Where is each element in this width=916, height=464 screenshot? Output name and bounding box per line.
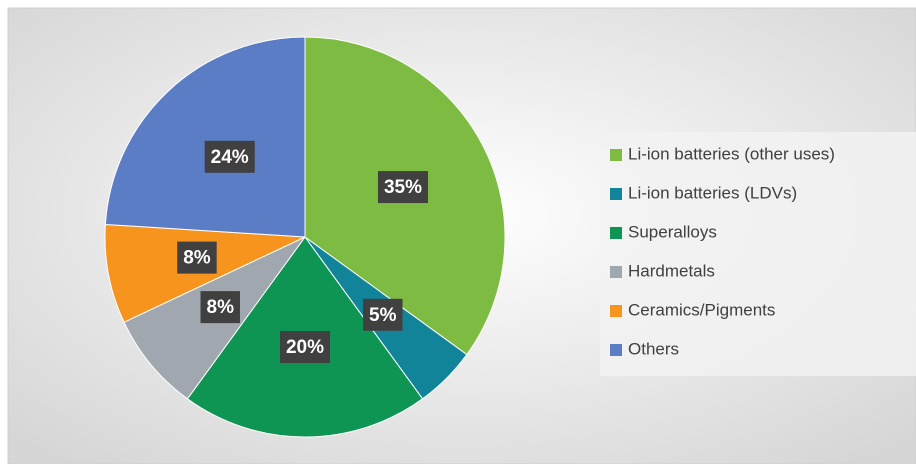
pie-slice	[104, 36, 306, 238]
data-label-text: 5%	[369, 305, 397, 326]
legend-label: Ceramics/Pigments	[628, 300, 775, 319]
data-label-box	[177, 241, 217, 274]
legend-label: Li-ion batteries (LDVs)	[628, 183, 797, 202]
legend-label: Others	[628, 339, 679, 358]
data-label: 5%	[363, 298, 403, 331]
legend-swatch	[610, 188, 622, 200]
data-label-text: 20%	[286, 337, 324, 358]
data-label-text: 8%	[207, 297, 235, 318]
legend-swatch	[610, 266, 622, 278]
legend-swatch	[610, 149, 622, 161]
legend-swatch	[610, 344, 622, 356]
data-label: 24%	[204, 140, 255, 173]
data-label-box	[363, 298, 403, 331]
legend-swatch	[610, 227, 622, 239]
data-label-text: 24%	[211, 147, 249, 168]
data-label-box	[279, 331, 331, 363]
data-label-box	[200, 291, 240, 324]
data-label: 8%	[177, 241, 217, 274]
data-label-text: 35%	[384, 177, 422, 198]
legend-swatch	[610, 305, 622, 317]
data-label-box	[377, 171, 429, 204]
data-label-text: 8%	[183, 248, 211, 269]
data-label: 20%	[279, 331, 331, 363]
legend-label: Hardmetals	[628, 261, 715, 280]
legend-label: Li-ion batteries (other uses)	[628, 144, 835, 163]
data-label-box	[204, 140, 255, 173]
data-label: 35%	[377, 171, 429, 204]
legend-box	[600, 132, 916, 376]
legend-label: Superalloys	[628, 222, 717, 241]
data-label: 8%	[200, 291, 240, 324]
